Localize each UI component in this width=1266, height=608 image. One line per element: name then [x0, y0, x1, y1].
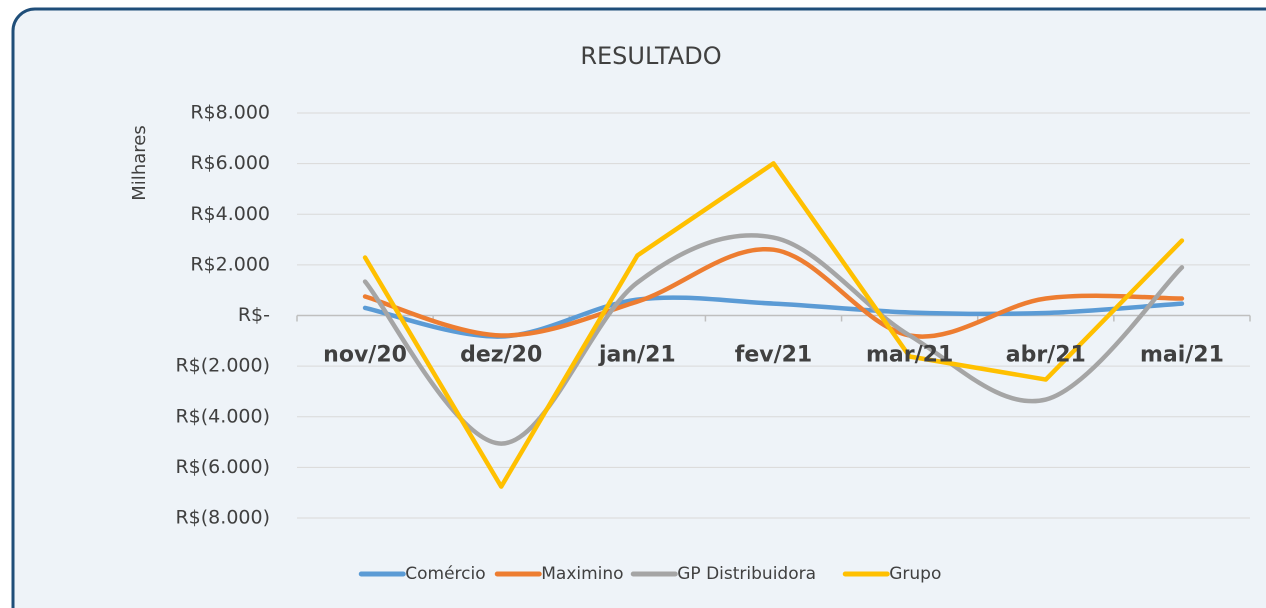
series-line	[362, 246, 1185, 339]
y-tick-label: R$8.000	[190, 102, 270, 124]
y-tick-label: R$6.000	[190, 152, 270, 174]
y-axis-title: Milhares	[129, 125, 150, 200]
series-line	[362, 161, 1185, 489]
y-tick-label: R$(2.000)	[175, 355, 270, 377]
legend-label: GP Distribuidora	[677, 564, 816, 584]
legend-label: Grupo	[889, 564, 941, 584]
x-tick-label: jan/21	[598, 343, 676, 368]
x-tick-label: fev/21	[735, 343, 812, 368]
legend: Comércio Maximino GP Distribuidora Grupo	[358, 564, 941, 584]
chart-title: RESULTADO	[580, 42, 721, 70]
y-tick-label: R$(8.000)	[175, 507, 270, 529]
x-tick-label: dez/20	[460, 343, 542, 368]
y-tick-label: R$(6.000)	[175, 456, 270, 478]
y-tick-label: R$(4.000)	[175, 405, 270, 427]
x-tick-label: mai/21	[1140, 343, 1224, 368]
legend-label: Maximino	[541, 564, 623, 584]
y-tick-label: R$-	[238, 304, 270, 326]
y-tick-label: R$2.000	[190, 253, 270, 275]
x-tick-label: mar/21	[866, 343, 953, 368]
series-line	[362, 233, 1185, 446]
y-tick-label: R$4.000	[190, 203, 270, 225]
chart-frame	[11, 7, 1266, 608]
x-tick-label: nov/20	[323, 343, 407, 368]
legend-label: Comércio	[405, 564, 485, 584]
x-tick-label: abr/21	[1006, 343, 1086, 368]
